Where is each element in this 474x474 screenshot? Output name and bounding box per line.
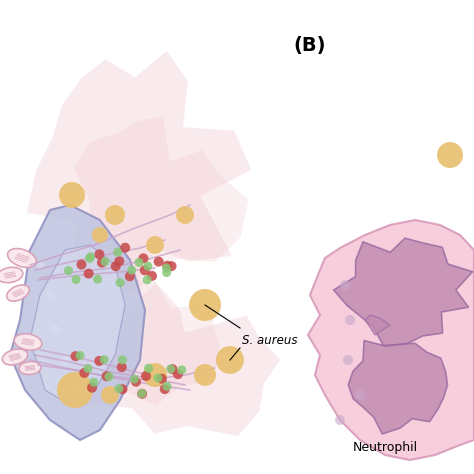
Text: (B): (B) [294,36,326,55]
Circle shape [137,389,147,399]
Circle shape [437,142,463,168]
Ellipse shape [7,285,29,301]
Circle shape [117,362,127,372]
Circle shape [93,275,102,284]
Circle shape [118,356,127,365]
Circle shape [177,365,186,374]
Circle shape [92,227,108,243]
Circle shape [144,364,153,373]
Polygon shape [365,315,390,335]
Polygon shape [10,205,145,440]
Circle shape [162,264,171,273]
Polygon shape [27,51,251,291]
Polygon shape [308,220,474,460]
Circle shape [97,257,107,267]
Circle shape [71,351,81,361]
Circle shape [343,355,353,365]
Circle shape [138,253,148,264]
Circle shape [86,252,95,261]
Circle shape [105,372,114,381]
Circle shape [166,261,176,271]
Circle shape [60,355,70,365]
Text: Neutrophil: Neutrophil [353,441,418,455]
Circle shape [116,278,125,287]
Circle shape [72,275,81,284]
Circle shape [143,275,152,284]
Circle shape [140,265,150,275]
Polygon shape [43,280,281,436]
Circle shape [83,269,93,279]
Circle shape [113,248,122,257]
Circle shape [87,383,97,392]
Circle shape [189,289,221,321]
Circle shape [36,261,44,269]
Circle shape [162,261,172,271]
Circle shape [94,356,104,366]
Circle shape [160,384,170,394]
Circle shape [85,254,94,263]
Circle shape [340,280,350,290]
Circle shape [143,363,167,387]
Ellipse shape [0,267,23,283]
Circle shape [176,206,194,224]
Ellipse shape [8,248,36,267]
Circle shape [75,351,84,360]
Polygon shape [30,245,125,405]
Polygon shape [74,117,249,292]
Circle shape [131,377,141,387]
Circle shape [146,236,164,254]
Ellipse shape [2,349,27,365]
Circle shape [125,271,135,281]
Circle shape [50,325,60,335]
Circle shape [335,415,345,425]
Circle shape [89,378,98,387]
Circle shape [114,256,124,266]
Circle shape [163,382,172,391]
Circle shape [83,364,92,373]
Circle shape [147,271,157,281]
Circle shape [118,384,128,394]
Circle shape [114,384,123,393]
Circle shape [157,374,167,384]
Circle shape [135,258,144,267]
Circle shape [70,385,80,395]
Circle shape [100,257,109,266]
Text: S. aureus: S. aureus [242,334,298,346]
Circle shape [154,374,163,383]
Polygon shape [334,238,473,346]
Circle shape [57,372,93,408]
Polygon shape [50,283,219,406]
Circle shape [101,386,119,404]
Circle shape [120,243,130,253]
Circle shape [216,346,244,374]
Circle shape [137,389,146,398]
Circle shape [162,268,171,277]
Circle shape [76,260,86,270]
Circle shape [345,315,355,325]
Ellipse shape [19,362,41,374]
Circle shape [100,355,109,364]
Circle shape [355,390,365,400]
Circle shape [194,364,216,386]
Circle shape [105,205,125,225]
Circle shape [46,291,54,299]
Circle shape [166,365,175,374]
Circle shape [167,364,178,374]
Circle shape [130,374,139,383]
Circle shape [111,261,121,271]
Circle shape [173,369,183,379]
Circle shape [64,266,73,275]
Circle shape [144,262,153,271]
Circle shape [59,182,85,208]
Circle shape [154,256,164,267]
Circle shape [127,265,136,274]
Circle shape [94,249,104,259]
Circle shape [79,368,89,378]
Ellipse shape [14,334,42,350]
Circle shape [101,371,112,381]
Polygon shape [348,340,447,434]
Circle shape [141,371,151,381]
